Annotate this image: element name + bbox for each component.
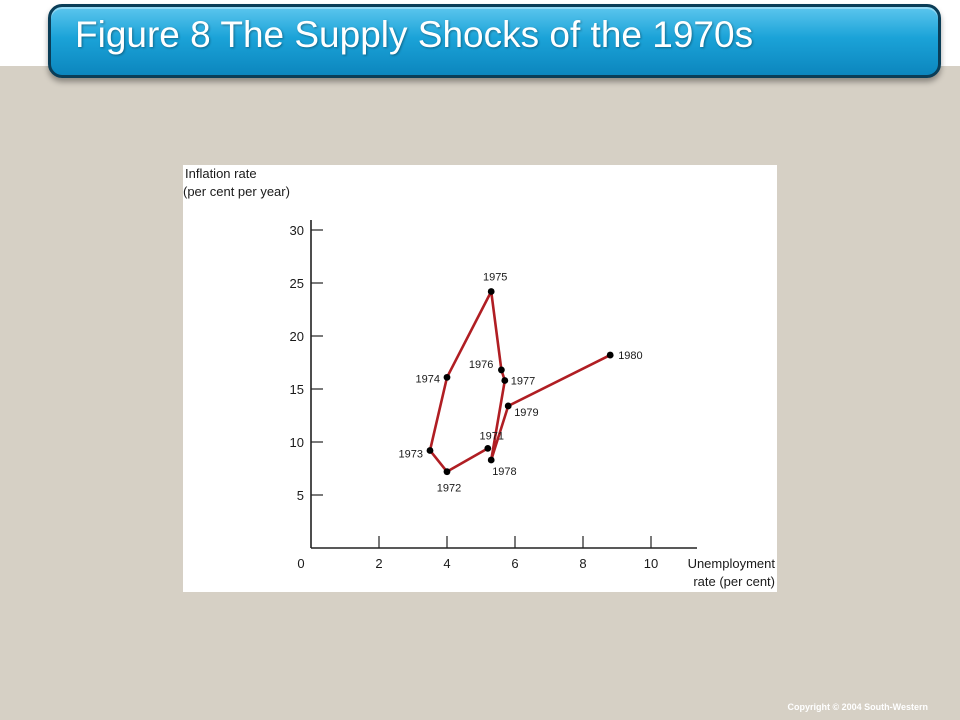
data-point-label: 1980 (618, 350, 642, 362)
x-tick-label: 2 (375, 556, 382, 571)
x-tick-label: 4 (443, 556, 450, 571)
data-point (426, 447, 434, 454)
data-point (443, 468, 451, 476)
data-point-label: 1977 (511, 376, 535, 388)
data-point-label: 1975 (483, 271, 507, 283)
x-tick-label: 10 (644, 556, 658, 571)
x-tick-label: 6 (511, 556, 518, 571)
x-axis-title: Unemployment (688, 556, 776, 571)
title-bar (48, 4, 941, 78)
y-tick-label: 30 (290, 223, 304, 238)
y-tick-label: 20 (290, 329, 304, 344)
data-point-label: 1973 (399, 448, 423, 460)
data-point (498, 366, 505, 374)
origin-label: 0 (297, 556, 304, 571)
data-point (487, 456, 495, 464)
data-point-label: 1979 (514, 407, 538, 419)
slide-title: Figure 8 The Supply Shocks of the 1970s (75, 14, 754, 55)
y-tick-label: 5 (297, 488, 304, 503)
data-point (501, 377, 509, 384)
data-point-label: 1972 (437, 483, 461, 495)
data-point-label: 1974 (416, 373, 440, 385)
y-axis-title: Inflation rate (185, 166, 257, 181)
data-point-label: 1971 (480, 430, 504, 442)
y-tick-label: 25 (290, 276, 304, 291)
copyright-notice: Copyright © 2004 South-Western (787, 702, 928, 712)
phillips-curve-chart: 5 10 15 20 25 30 2 4 6 8 10 0 Inflation rate (per cen… (183, 166, 776, 589)
data-point-label: 1976 (469, 359, 493, 371)
data-point-label: 1978 (492, 466, 516, 478)
x-axis-title: rate (per cent) (693, 574, 775, 589)
series-line (428, 290, 611, 473)
x-tick-label: 8 (579, 556, 586, 571)
y-tick-label: 15 (290, 382, 304, 397)
data-point (606, 351, 614, 359)
data-point (487, 288, 495, 295)
data-point (484, 444, 492, 452)
y-tick-label: 10 (290, 435, 304, 450)
data-point (443, 373, 451, 381)
data-point (504, 402, 512, 410)
chart-panel: 5 10 15 20 25 30 2 4 6 8 10 0 Inflation rate (per cen… (183, 165, 777, 592)
y-axis-title: (per cent per year) (183, 184, 290, 199)
